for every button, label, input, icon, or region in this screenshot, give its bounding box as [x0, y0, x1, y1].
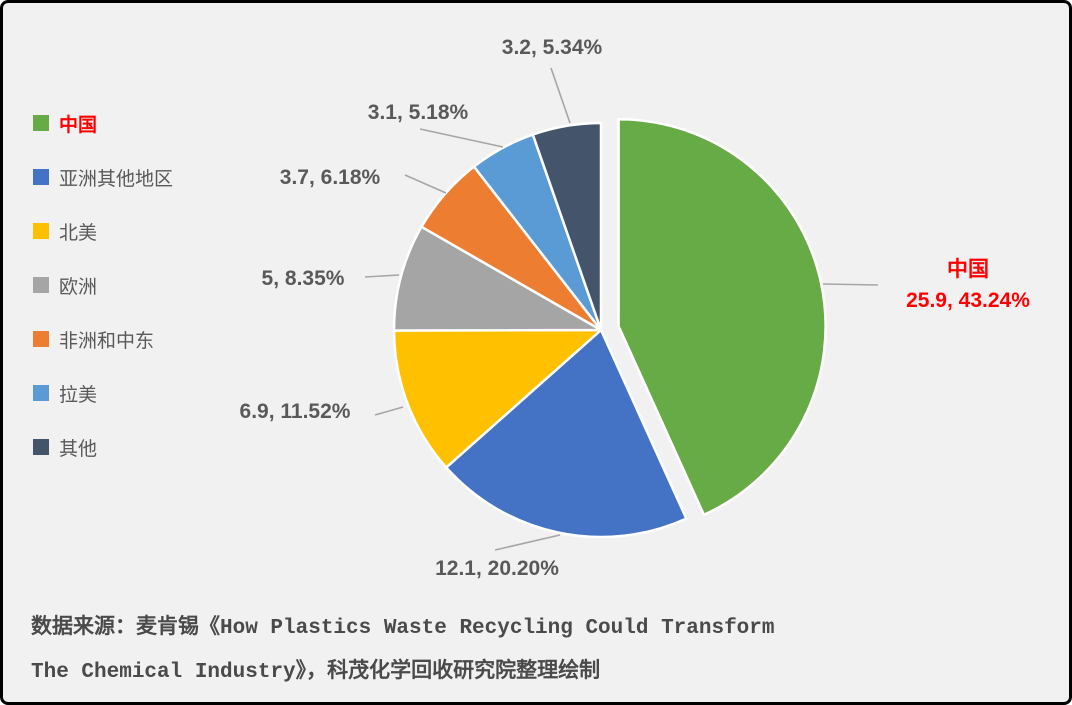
pie-slice-6[interactable]	[531, 121, 603, 332]
data-label-qita: 3.2, 5.34%	[501, 36, 603, 59]
callout-value: 25.9, 43.24%	[906, 289, 1030, 312]
legend-swatch-beimei	[33, 223, 49, 239]
legend-item-lamei[interactable]: 拉美	[33, 366, 173, 420]
data-label-ouzhou: 5, 8.35%	[261, 267, 345, 290]
leader-lines	[364, 67, 879, 551]
pie-slice-2[interactable]	[392, 328, 603, 469]
source-note: 数据来源：麦肯锡《How Plastics Waste Recycling Co…	[31, 607, 1031, 695]
callout-name: 中国	[946, 258, 989, 281]
legend-item-zhongguo[interactable]: 中国	[33, 96, 173, 150]
legend: 中国 亚洲其他地区 北美 欧洲 非洲和中东 拉美 其他	[33, 96, 173, 474]
legend-item-beimei[interactable]: 北美	[33, 204, 173, 258]
legend-swatch-ouzhou	[33, 277, 49, 293]
legend-item-qita[interactable]: 其他	[33, 420, 173, 474]
source-line-2: The Chemical Industry》，科茂化学回收研究院整理绘制	[31, 661, 601, 684]
leader-line-yazhou	[494, 534, 561, 551]
legend-item-ouzhou[interactable]: 欧洲	[33, 258, 173, 312]
source-line-1: 数据来源：麦肯锡《How Plastics Waste Recycling Co…	[31, 617, 775, 640]
data-label-feizhou: 3.7, 6.18%	[279, 166, 381, 189]
data-label-zhongguo: 中国 25.9, 43.24%	[906, 254, 1030, 316]
data-label-yazhou: 12.1, 20.20%	[435, 557, 559, 580]
legend-item-yazhouqita[interactable]: 亚洲其他地区	[33, 150, 173, 204]
leader-line-zhongguo	[822, 283, 879, 286]
legend-swatch-qita	[33, 439, 49, 455]
pie-slice-3[interactable]	[392, 225, 603, 332]
pie-slice-1[interactable]	[445, 328, 688, 539]
data-label-lamei: 3.1, 5.18%	[367, 101, 469, 124]
leader-line-qita	[550, 67, 571, 124]
legend-label: 欧洲	[59, 276, 98, 298]
legend-label: 亚洲其他地区	[59, 168, 174, 190]
leader-line-feizhou	[404, 174, 447, 194]
leader-line-beimei	[374, 406, 404, 416]
legend-label: 北美	[59, 222, 98, 244]
legend-label: 拉美	[59, 384, 98, 406]
legend-label: 中国	[59, 114, 98, 136]
leader-line-ouzhou	[364, 274, 400, 278]
legend-swatch-yazhouqita	[33, 169, 49, 185]
legend-swatch-zhongguo	[33, 115, 49, 131]
legend-label: 其他	[59, 438, 98, 460]
leader-line-lamei	[419, 128, 504, 148]
legend-swatch-lamei	[33, 385, 49, 401]
pie-slice-0[interactable]	[617, 117, 827, 517]
legend-item-feizhou[interactable]: 非洲和中东	[33, 312, 173, 366]
legend-swatch-feizhou	[33, 331, 49, 347]
legend-label: 非洲和中东	[59, 330, 155, 352]
pie-chart	[364, 67, 879, 551]
data-label-beimei: 6.9, 11.52%	[239, 400, 351, 423]
